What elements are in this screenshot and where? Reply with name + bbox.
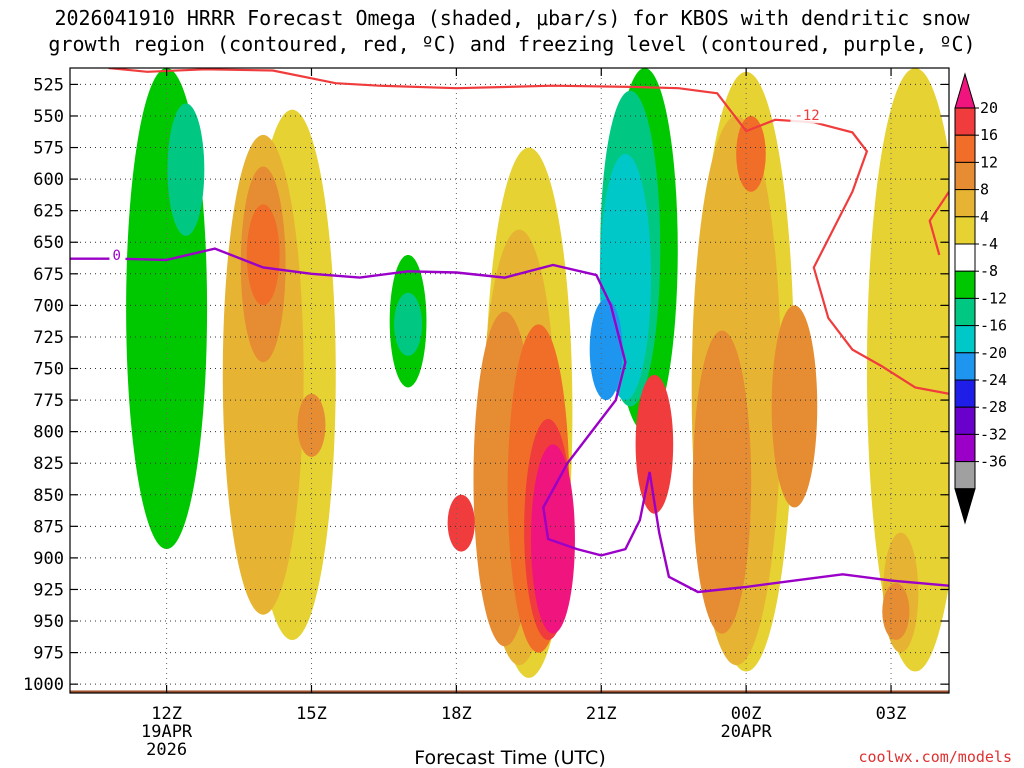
credit-text: coolwx.com/models — [858, 748, 1012, 766]
contours: -12 0 — [70, 68, 949, 594]
colorbar-segment-4 — [954, 216, 976, 245]
colorbar-segment-10 — [954, 379, 976, 408]
omega-region-3-0 — [589, 299, 623, 401]
y-tick-label-12: 825 — [33, 454, 64, 474]
colorbar-label-9: -20 — [980, 344, 1007, 362]
y-tick-label-0: 525 — [33, 75, 64, 95]
omega-region-8-0 — [447, 494, 475, 552]
x-axis-title: Forecast Time (UTC) — [414, 747, 605, 768]
freezing-label-bg — [109, 246, 126, 263]
x-tick-label-0-2: 2026 — [146, 740, 187, 760]
colorbar-label-12: -32 — [980, 425, 1007, 443]
omega-region-8-2 — [635, 374, 674, 514]
omega-shading — [126, 68, 949, 678]
colorbar-segment-6 — [954, 270, 976, 299]
colorbar-label-6: -8 — [980, 262, 998, 280]
y-tick-label-13: 850 — [33, 486, 64, 506]
omega-region-7-0 — [246, 204, 280, 306]
chart-title-line1: 2026041910 HRRR Forecast Omega (shaded, … — [54, 6, 970, 30]
x-tick-label-0-0: 12Z — [151, 704, 182, 724]
omega-region-1-1 — [394, 292, 423, 356]
y-tick-label-11: 800 — [33, 423, 64, 443]
x-tick-label-1-0: 15Z — [296, 704, 327, 724]
plot-frame — [69, 67, 950, 694]
colorbar-label-3: 8 — [980, 181, 989, 199]
y-tick-label-17: 950 — [33, 612, 64, 632]
y-tick-label-3: 600 — [33, 170, 64, 190]
y-tick-label-16: 925 — [33, 580, 64, 600]
x-tick-label-2-0: 18Z — [441, 704, 472, 724]
colorbar-segment-2 — [954, 161, 976, 191]
x-tick-label-5-0: 03Z — [876, 704, 907, 724]
colorbar-segment-1 — [954, 134, 976, 163]
x-tick-label-4-1: 20APR — [721, 722, 773, 742]
terrain-band — [70, 690, 949, 693]
x-tick-label-4-0: 00Z — [731, 704, 762, 724]
colorbar-segment-12 — [954, 433, 976, 463]
y-tick-label-19: 1000 — [23, 675, 64, 695]
freezing-level-label: 0 — [112, 248, 120, 264]
y-tick-label-1: 550 — [33, 107, 64, 127]
dendritic-contour-line — [108, 68, 949, 395]
colorbar-segment-3 — [954, 189, 976, 218]
y-tick-label-18: 975 — [33, 644, 64, 664]
dendritic-contour-label: -12 — [794, 108, 819, 124]
colorbar-label-11: -28 — [980, 398, 1007, 416]
y-tick-label-6: 675 — [33, 265, 64, 285]
colorbar-segment-0 — [954, 107, 976, 136]
freezing-level-line — [70, 247, 949, 594]
y-tick-label-7: 700 — [33, 296, 64, 316]
colorbar-label-13: -36 — [980, 453, 1007, 471]
omega-region-6-1 — [297, 393, 326, 457]
omega-region-6-3 — [692, 330, 752, 634]
y-tick-label-2: 575 — [33, 139, 64, 159]
y-tick-label-10: 775 — [33, 391, 64, 411]
y-tick-label-14: 875 — [33, 517, 64, 537]
colorbar-segment-5 — [954, 243, 976, 272]
colorbar-label-1: 16 — [980, 126, 998, 144]
colorbar-segment-9 — [954, 352, 976, 381]
y-tick-label-4: 625 — [33, 202, 64, 222]
y-axis: 525 550 575 600 625 650 675 700 725 750 775 800 825 8… — [23, 75, 949, 695]
chart-title-line2: growth region (contoured, red, ºC) and f… — [48, 32, 975, 56]
y-tick-label-15: 900 — [33, 549, 64, 569]
colorbar-label-4: 4 — [980, 208, 989, 226]
omega-region-4-3 — [866, 68, 949, 672]
omega-region-9-0 — [530, 444, 575, 634]
colorbar-label-2: 12 — [980, 153, 998, 171]
colorbar-bottom-triangle — [954, 488, 976, 525]
colorbar-top-triangle — [954, 72, 976, 109]
colorbar-segment-7 — [954, 297, 976, 327]
y-tick-label-9: 750 — [33, 360, 64, 380]
omega-region-1-0 — [167, 103, 205, 236]
colorbar-segment-8 — [954, 325, 976, 354]
omega-region-6-5 — [882, 583, 910, 640]
y-tick-label-5: 650 — [33, 233, 64, 253]
x-tick-label-0-1: 19APR — [141, 722, 193, 742]
colorbar-segment-13 — [954, 461, 976, 490]
y-tick-label-8: 725 — [33, 328, 64, 348]
omega-region-7-2 — [736, 115, 766, 192]
dendritic-label-bg — [790, 107, 825, 124]
colorbar-label-10: -24 — [980, 371, 1007, 389]
colorbar: 20 16 12 8 4 -4 -8 -12 -16 -20 -24 -28 -32 -36 — [954, 72, 1007, 525]
dendritic-contour-line-east — [928, 191, 949, 256]
colorbar-label-0: 20 — [980, 99, 998, 117]
colorbar-segment-11 — [954, 406, 976, 435]
colorbar-label-7: -12 — [980, 289, 1007, 307]
colorbar-label-5: -4 — [980, 235, 998, 253]
terrain — [70, 690, 949, 693]
colorbar-label-8: -16 — [980, 317, 1007, 335]
omega-region-6-4 — [771, 305, 818, 508]
gridlines — [70, 68, 949, 693]
x-tick-label-3-0: 21Z — [586, 704, 617, 724]
